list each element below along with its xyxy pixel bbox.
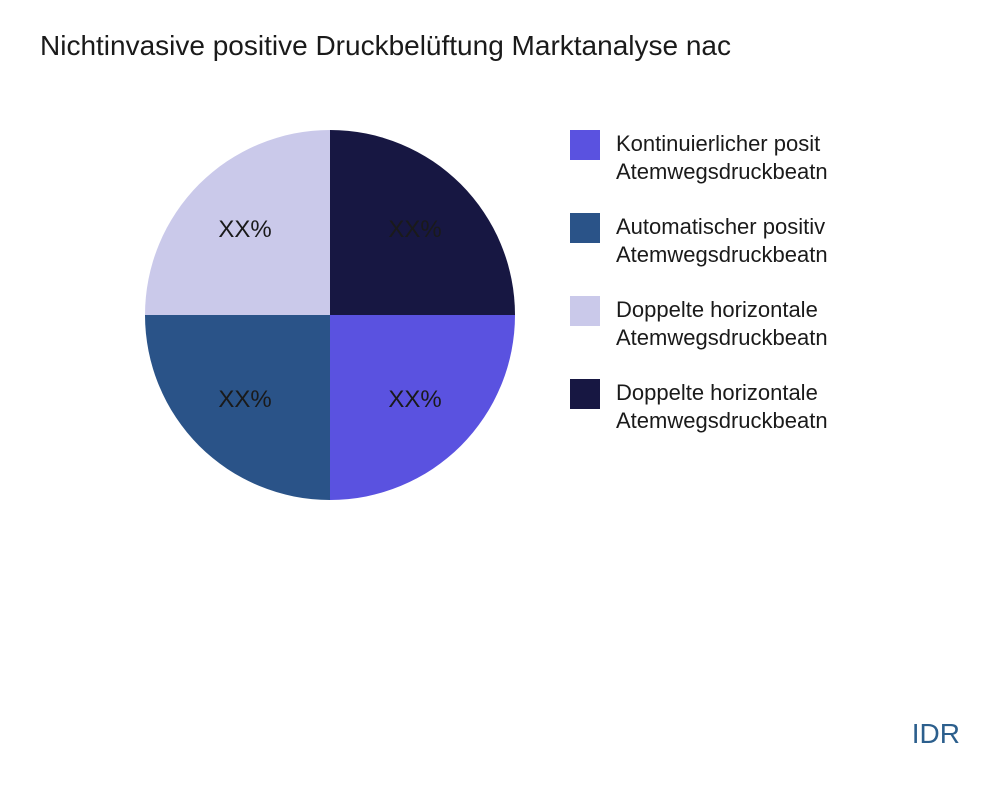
- legend-line2-0: Atemwegsdruckbeatn: [616, 158, 828, 186]
- legend-line1-3: Doppelte horizontale: [616, 379, 828, 407]
- pie-svg: [145, 130, 515, 500]
- legend-item-3: Doppelte horizontaleAtemwegsdruckbeatn: [570, 379, 828, 434]
- legend-text-2: Doppelte horizontaleAtemwegsdruckbeatn: [616, 296, 828, 351]
- legend-line2-1: Atemwegsdruckbeatn: [616, 241, 828, 269]
- legend-line1-1: Automatischer positiv: [616, 213, 828, 241]
- slice-label-2: XX%: [218, 386, 271, 414]
- legend-swatch-3: [570, 379, 600, 409]
- legend-line1-2: Doppelte horizontale: [616, 296, 828, 324]
- legend-swatch-2: [570, 296, 600, 326]
- slice-label-0: XX%: [388, 216, 441, 244]
- legend-line2-2: Atemwegsdruckbeatn: [616, 324, 828, 352]
- legend-item-0: Kontinuierlicher positAtemwegsdruckbeatn: [570, 130, 828, 185]
- legend-text-1: Automatischer positivAtemwegsdruckbeatn: [616, 213, 828, 268]
- legend-swatch-1: [570, 213, 600, 243]
- footer-brand: IDR: [912, 718, 960, 750]
- page-title: Nichtinvasive positive Druckbelüftung Ma…: [40, 30, 731, 62]
- legend: Kontinuierlicher positAtemwegsdruckbeatn…: [570, 130, 828, 434]
- legend-text-3: Doppelte horizontaleAtemwegsdruckbeatn: [616, 379, 828, 434]
- slice-label-3: XX%: [218, 216, 271, 244]
- legend-item-2: Doppelte horizontaleAtemwegsdruckbeatn: [570, 296, 828, 351]
- legend-item-1: Automatischer positivAtemwegsdruckbeatn: [570, 213, 828, 268]
- pie-chart: XX% XX% XX% XX%: [145, 130, 515, 500]
- legend-swatch-0: [570, 130, 600, 160]
- slice-label-1: XX%: [388, 386, 441, 414]
- legend-line1-0: Kontinuierlicher posit: [616, 130, 828, 158]
- legend-line2-3: Atemwegsdruckbeatn: [616, 407, 828, 435]
- legend-text-0: Kontinuierlicher positAtemwegsdruckbeatn: [616, 130, 828, 185]
